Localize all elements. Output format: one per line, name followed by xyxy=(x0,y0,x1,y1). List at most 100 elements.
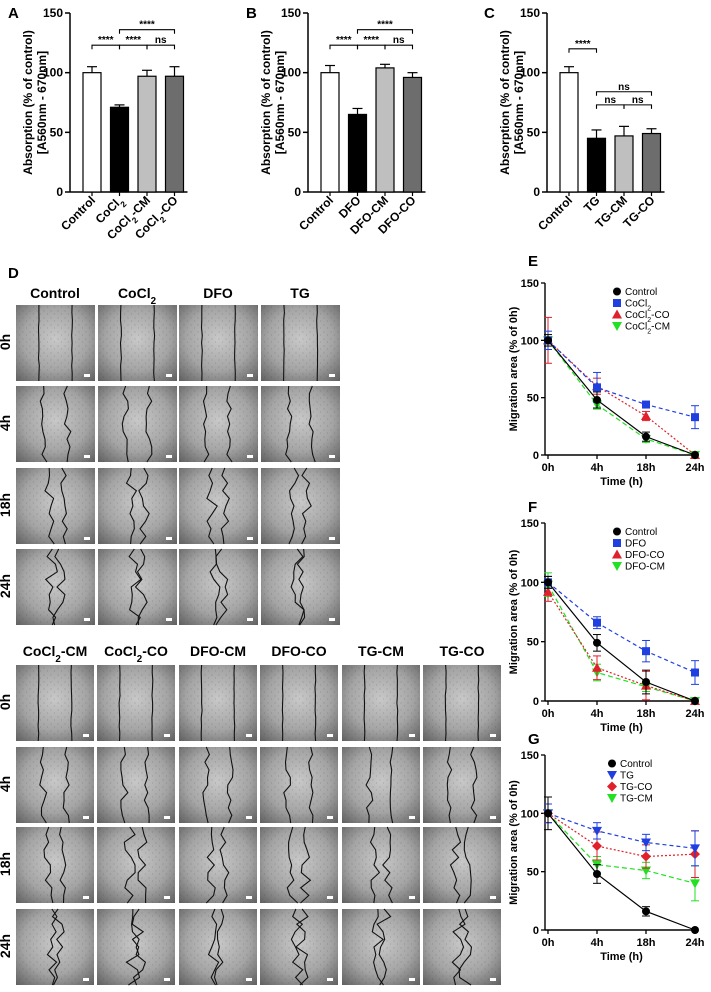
wound-edge xyxy=(296,548,306,626)
scale-bar xyxy=(329,537,335,540)
y-tick-label: 150 xyxy=(521,750,539,762)
series xyxy=(543,336,700,460)
micrograph xyxy=(423,826,501,904)
column-header: TG-CO xyxy=(439,643,484,659)
scale-bar xyxy=(246,816,252,819)
micrograph-texture xyxy=(423,747,501,823)
micrograph xyxy=(342,746,420,824)
wound-edge xyxy=(51,908,65,986)
micrograph xyxy=(342,908,420,986)
wound-edge xyxy=(219,826,230,904)
x-tick-label: Control xyxy=(296,193,336,233)
data-point xyxy=(690,844,700,854)
legend-entry: Control xyxy=(625,287,657,298)
data-point xyxy=(613,527,621,536)
data-point xyxy=(642,678,650,687)
bar xyxy=(164,75,185,193)
series-line xyxy=(547,812,696,849)
micrograph-texture xyxy=(16,305,95,381)
micrograph-texture xyxy=(261,386,340,462)
micrograph xyxy=(260,826,338,904)
y-axis-label: [A560nm - 670nm] xyxy=(273,51,287,154)
wound-edge xyxy=(128,548,142,626)
wound-edge xyxy=(134,548,148,626)
wound-edge xyxy=(389,746,394,824)
wound-edge xyxy=(202,385,210,463)
wound-edge xyxy=(43,826,54,904)
micrograph xyxy=(261,304,340,382)
scale-bar xyxy=(247,618,253,621)
wound-edge xyxy=(125,467,138,545)
y-tick-label: 100 xyxy=(521,577,539,589)
micrograph-texture xyxy=(423,665,501,741)
scale-bar xyxy=(409,896,415,899)
wound-edge xyxy=(365,746,374,824)
row-time-label: 4h xyxy=(0,776,13,792)
scale-bar xyxy=(166,455,172,458)
y-tick-label: 50 xyxy=(288,125,302,139)
data-point xyxy=(642,907,650,916)
scale-bar xyxy=(83,978,89,981)
micrograph xyxy=(16,746,94,824)
scale-bar xyxy=(164,978,170,981)
micrograph-texture xyxy=(179,665,257,741)
micrograph-texture xyxy=(16,386,95,462)
x-tick-label: 0h xyxy=(542,462,555,474)
micrograph xyxy=(260,746,338,824)
data-point xyxy=(691,697,699,705)
column-header: TG-CM xyxy=(358,643,404,659)
wound-edge xyxy=(363,664,366,742)
micrograph xyxy=(16,467,95,545)
scale-bar xyxy=(490,816,496,819)
micrograph-texture xyxy=(342,827,420,903)
y-axis-label: [A560nm - 670nm] xyxy=(512,51,526,154)
micrograph-texture xyxy=(16,665,94,741)
micrograph-texture xyxy=(260,827,338,903)
scale-bar xyxy=(327,734,333,737)
column-header: DFO-CO xyxy=(271,643,326,659)
legend-entry: Control xyxy=(620,759,652,770)
significance-bracket xyxy=(384,44,414,50)
column-header: Control xyxy=(30,285,80,301)
data-point xyxy=(612,309,622,319)
scale-bar xyxy=(246,734,252,737)
row-time-label: 0h xyxy=(0,334,13,350)
column-header: CoCl2-CM xyxy=(23,643,88,665)
data-point xyxy=(592,841,602,851)
micrograph xyxy=(97,746,175,824)
wound-edge xyxy=(70,664,73,742)
scale-bar xyxy=(329,618,335,621)
x-tick-label: 18h xyxy=(637,937,656,949)
y-tick-label: 0 xyxy=(56,185,63,199)
legend-entry: Control xyxy=(625,527,657,538)
wound-edge xyxy=(60,467,68,545)
micrograph xyxy=(261,548,340,626)
x-axis-label: Time (h) xyxy=(600,722,643,734)
wound-edge xyxy=(131,908,147,986)
wound-edge xyxy=(200,664,203,742)
data-point xyxy=(544,336,552,345)
y-tick-label: 150 xyxy=(521,518,539,530)
wound-edge xyxy=(121,385,129,463)
y-tick-label: 150 xyxy=(521,278,539,290)
x-tick-label: 18h xyxy=(637,462,656,474)
y-tick-label: 0 xyxy=(533,925,539,937)
y-tick-label: 0 xyxy=(533,696,539,708)
data-point xyxy=(612,322,622,331)
wound-edge xyxy=(286,826,299,904)
wound-edge xyxy=(226,385,233,463)
micrograph xyxy=(16,385,95,463)
wound-edge xyxy=(44,467,55,545)
scale-bar xyxy=(164,734,170,737)
wound-edge xyxy=(376,908,392,986)
micrograph-texture xyxy=(260,665,338,741)
data-point xyxy=(641,866,651,876)
data-point xyxy=(641,838,651,848)
micrograph-texture xyxy=(260,747,338,823)
bar xyxy=(320,72,340,193)
line-chart-e: Migration area (% of 0h) 0 50 100 150 0h 4h 18h… xyxy=(508,278,705,488)
x-tick-label: 24h xyxy=(686,462,705,474)
scale-bar xyxy=(84,455,90,458)
micrograph xyxy=(423,908,501,986)
x-tick-label: Control xyxy=(58,193,98,233)
